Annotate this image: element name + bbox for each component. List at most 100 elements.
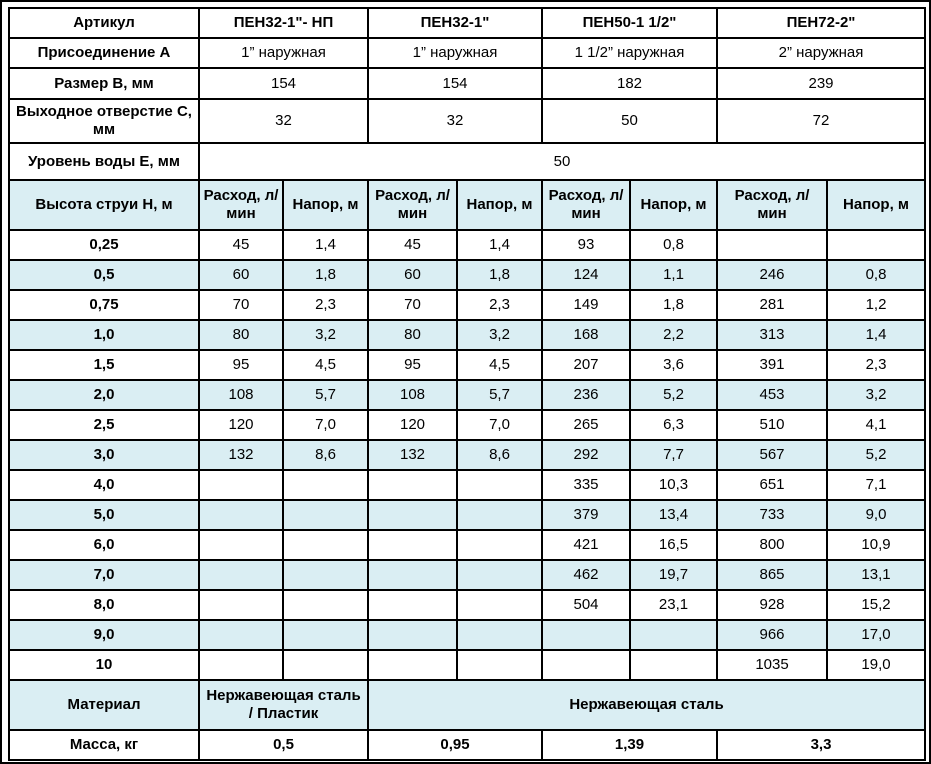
data-cell <box>367 559 458 591</box>
data-cell <box>282 559 369 591</box>
data-row: 0,25 45 1,4 45 1,4 93 0,8 <box>8 229 927 261</box>
product-name-cell: ПЕН50-1 1/2" <box>541 7 719 39</box>
head-col-header: Напор, м <box>282 179 369 231</box>
data-cell <box>198 559 284 591</box>
data-cell: 865 <box>716 559 829 591</box>
data-cell <box>455 469 544 501</box>
head-col-header: Напор, м <box>629 179 719 231</box>
spec-value: 154 <box>198 67 369 100</box>
data-cell: 120 <box>198 409 284 441</box>
data-cell: 95 <box>198 349 284 381</box>
data-cell <box>282 499 369 531</box>
data-cell: 8,6 <box>282 439 369 471</box>
data-cell <box>367 589 458 621</box>
jet-height-value: 0,75 <box>8 289 200 321</box>
material-row: Материал Нержавеющая сталь / Пластик Нер… <box>8 679 927 731</box>
jet-height-value: 4,0 <box>8 469 200 501</box>
jet-height-value: 0,5 <box>8 259 200 291</box>
data-cell: 7,1 <box>826 469 927 501</box>
data-cell: 120 <box>367 409 458 441</box>
water-level-row: Уровень воды Е, мм 50 <box>8 142 927 181</box>
data-cell: 7,7 <box>629 439 719 471</box>
data-cell: 80 <box>367 319 458 351</box>
flow-header-row: Высота струи Н, м Расход, л/мин Напор, м… <box>8 179 927 231</box>
data-cell <box>367 469 458 501</box>
material-value: Нержавеющая сталь <box>366 679 927 731</box>
data-cell: 265 <box>541 409 632 441</box>
data-cell <box>455 619 544 651</box>
material-label: Материал <box>8 679 200 731</box>
outlet-row: Выходное отверстие С, мм 32 32 50 72 <box>8 98 927 144</box>
data-row: 0,5 60 1,8 60 1,8 124 1,1 246 0,8 <box>8 259 927 291</box>
jet-height-value: 0,25 <box>8 229 200 261</box>
data-cell: 391 <box>716 349 829 381</box>
data-cell: 1,8 <box>282 259 369 291</box>
data-cell: 5,7 <box>282 379 369 411</box>
data-row: 6,0 421 16,5 800 10,9 <box>8 529 927 561</box>
data-cell: 95 <box>367 349 458 381</box>
data-row: 3,0 132 8,6 132 8,6 292 7,7 567 5,2 <box>8 439 927 471</box>
spec-value: 50 <box>541 98 719 144</box>
data-cell: 149 <box>541 289 632 321</box>
data-cell: 4,1 <box>826 409 927 441</box>
data-cell: 567 <box>716 439 829 471</box>
head-col-header: Напор, м <box>455 179 544 231</box>
data-row: 7,0 462 19,7 865 13,1 <box>8 559 927 591</box>
flow-col-header: Расход, л/мин <box>716 179 829 231</box>
spec-value: 182 <box>541 67 719 100</box>
spec-value: 2” наружная <box>716 37 927 69</box>
data-cell <box>826 229 927 261</box>
data-cell: 1035 <box>716 649 829 681</box>
water-level-value: 50 <box>197 142 927 181</box>
jet-height-label: Высота струи Н, м <box>8 179 200 231</box>
data-row: 4,0 335 10,3 651 7,1 <box>8 469 927 501</box>
footer-section: Материал Нержавеющая сталь / Пластик Нер… <box>8 679 927 761</box>
water-level-label: Уровень воды Е, мм <box>8 142 200 181</box>
data-cell <box>198 469 284 501</box>
data-row: 2,0 108 5,7 108 5,7 236 5,2 453 3,2 <box>8 379 927 411</box>
spec-value: 1” наружная <box>366 37 544 69</box>
article-label: Артикул <box>8 7 200 39</box>
jet-height-value: 8,0 <box>8 589 200 621</box>
data-cell <box>455 589 544 621</box>
data-cell: 6,3 <box>629 409 719 441</box>
spec-label: Присоединение А <box>8 37 200 69</box>
spec-value: 1” наружная <box>198 37 369 69</box>
material-value: Нержавеющая сталь / Пластик <box>198 679 369 731</box>
data-row: 10 1035 19,0 <box>8 649 927 681</box>
mass-value: 0,95 <box>366 729 544 761</box>
product-name-cell: ПЕН72-2" <box>716 7 927 39</box>
data-cell: 281 <box>716 289 829 321</box>
data-cell: 928 <box>716 589 829 621</box>
data-cell <box>629 649 719 681</box>
data-cell: 3,2 <box>282 319 369 351</box>
spec-value: 72 <box>716 98 927 144</box>
mass-row: Масса, кг 0,5 0,95 1,39 3,3 <box>8 729 927 761</box>
data-cell <box>367 499 458 531</box>
data-cell: 292 <box>541 439 632 471</box>
jet-height-value: 10 <box>8 649 200 681</box>
data-cell <box>198 619 284 651</box>
data-cell: 19,0 <box>826 649 927 681</box>
product-name-cell: ПЕН32-1"- НП <box>198 7 369 39</box>
data-cell: 1,1 <box>629 259 719 291</box>
data-cell: 2,3 <box>455 289 544 321</box>
data-cell: 93 <box>541 229 632 261</box>
data-cell <box>282 619 369 651</box>
data-cell: 1,4 <box>282 229 369 261</box>
data-cell <box>455 559 544 591</box>
data-cell <box>367 649 458 681</box>
data-cell: 4,5 <box>282 349 369 381</box>
jet-height-value: 9,0 <box>8 619 200 651</box>
product-name-cell: ПЕН32-1" <box>366 7 544 39</box>
data-cell <box>455 499 544 531</box>
data-cell <box>282 529 369 561</box>
data-row: 8,0 504 23,1 928 15,2 <box>8 589 927 621</box>
data-cell: 7,0 <box>282 409 369 441</box>
data-cell: 335 <box>541 469 632 501</box>
data-cell: 10,9 <box>826 529 927 561</box>
data-cell <box>541 649 632 681</box>
data-row: 2,5 120 7,0 120 7,0 265 6,3 510 4,1 <box>8 409 927 441</box>
data-cell <box>282 469 369 501</box>
data-cell: 453 <box>716 379 829 411</box>
